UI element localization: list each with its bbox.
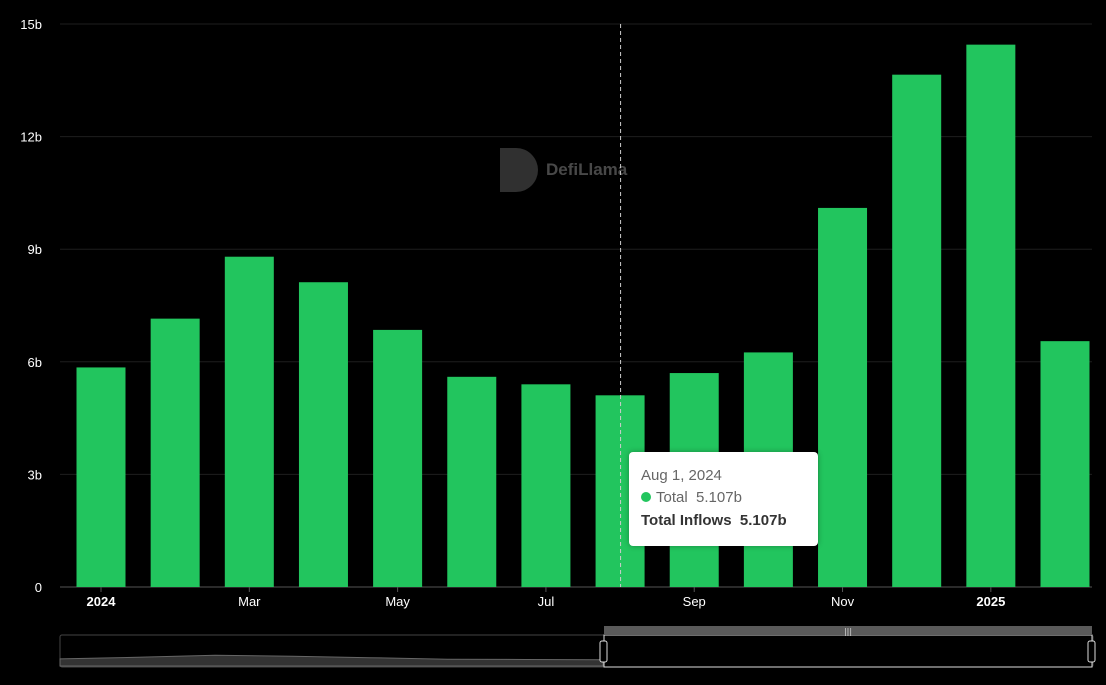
bar-2024-04[interactable] [298, 282, 348, 587]
bar-2024-05[interactable] [373, 329, 423, 587]
x-tick-label: Sep [683, 594, 706, 609]
x-tick-label: 2025 [976, 594, 1005, 609]
x-tick-label: May [385, 594, 410, 609]
tooltip-series-row: Total 5.107b [641, 486, 818, 509]
zoom-selected-range[interactable] [603, 634, 1093, 668]
bar-2024-03[interactable] [224, 256, 274, 587]
y-axis-labels: 0 3b 6b 9b 12b 15b [20, 17, 42, 595]
y-tick-label: 15b [20, 17, 42, 32]
zoom-left-handle[interactable] [599, 640, 608, 663]
tooltip-series-label: Total [656, 489, 688, 506]
x-axis-labels: 2024 Mar May Jul Sep Nov 2025 [87, 587, 1005, 609]
zoom-preview-area [59, 654, 604, 667]
tooltip-total-value: 5.107b [739, 512, 787, 529]
bar-2024-06[interactable] [447, 376, 497, 587]
tooltip-date: Aug 1, 2024 [641, 467, 722, 484]
tooltip-total-row: Total Inflows 5.107b [641, 509, 818, 532]
bar-2024-12[interactable] [892, 74, 942, 588]
y-tick-label: 12b [20, 130, 42, 145]
bar-2025-01[interactable] [966, 44, 1016, 588]
bar-2024-01[interactable] [76, 367, 126, 587]
bar-2024-02[interactable] [150, 318, 200, 587]
y-tick-label: 9b [28, 242, 42, 257]
llama-logo-icon [500, 148, 538, 192]
zoom-drag-bar[interactable] [604, 626, 1092, 635]
x-tick-label: Jul [538, 594, 555, 609]
zoom-slider[interactable]: ||| [0, 620, 1106, 680]
bar-2024-07[interactable] [521, 384, 571, 587]
tooltip-series-value: 5.107b [696, 489, 742, 506]
x-tick-label: 2024 [87, 594, 117, 609]
zoom-right-handle[interactable] [1087, 640, 1096, 663]
x-tick-label: Nov [831, 594, 855, 609]
watermark: DefiLlama [500, 148, 627, 192]
y-tick-label: 0 [35, 580, 42, 595]
x-tick-label: Mar [238, 594, 261, 609]
bar-2024-11[interactable] [818, 207, 868, 587]
tooltip-total-label: Total Inflows [641, 512, 732, 529]
watermark-text: DefiLlama [546, 160, 628, 179]
bars [76, 44, 1090, 588]
y-tick-label: 3b [28, 467, 42, 482]
y-tick-label: 6b [28, 355, 42, 370]
bar-2025-02[interactable] [1040, 341, 1090, 587]
tooltip: Aug 1, 2024 Total 5.107b Total Inflows 5… [629, 452, 818, 546]
zoom-drag-grip-icon: ||| [844, 627, 852, 636]
series-dot-icon [641, 492, 651, 502]
